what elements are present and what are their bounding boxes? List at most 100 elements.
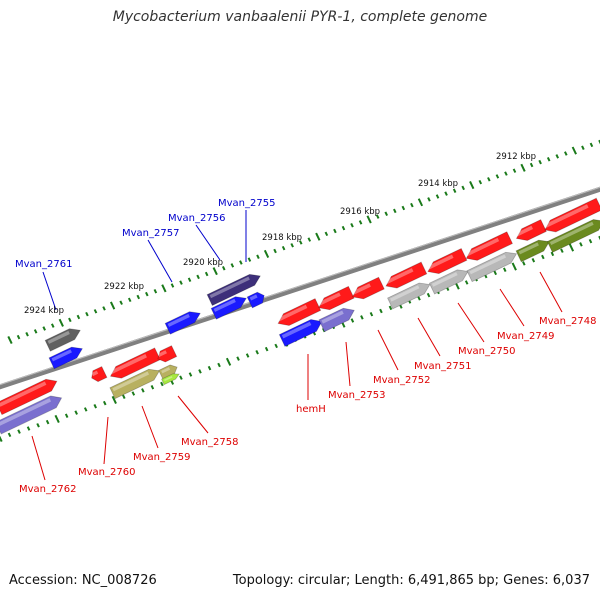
upper-minor-tick (538, 159, 542, 165)
gene-mvan-2758-label: Mvan_2758 (181, 437, 238, 448)
upper-minor-tick (119, 300, 123, 305)
upper-minor-tick (487, 177, 491, 182)
upper-major-tick (161, 284, 167, 293)
lower-minor-tick (179, 375, 183, 380)
gene-mvan-2758-sub-highlight (164, 375, 173, 382)
gene-mvan-2748-leader (539, 271, 563, 313)
upper-minor-tick (25, 332, 29, 337)
accession-text: Accession: NC_008726 (9, 573, 157, 588)
upper-minor-tick (281, 245, 286, 251)
gene-mvan-2762-arrow-highlight (0, 381, 47, 407)
kbp-marker-label: 2924 kbp (24, 306, 64, 316)
lower-minor-tick (493, 270, 498, 276)
kbp-marker-label: 2922 kbp (104, 282, 144, 292)
gene-mvan-2758-arrow (157, 345, 178, 363)
gene-mvan-2761-arrow (48, 346, 83, 370)
gene-mvan-2752-label: Mvan_2752 (373, 375, 430, 386)
upper-major-tick (571, 146, 577, 155)
gene-mvan-2761-label: Mvan_2761 (15, 259, 72, 270)
gene-mvan-2756-label: Mvan_2756 (168, 213, 225, 224)
gene-mvan-2759-arrow (109, 347, 161, 379)
lower-major-tick (568, 243, 575, 252)
gene-mvan-2748-block-highlight (518, 242, 539, 255)
lower-minor-tick (245, 353, 250, 358)
upper-minor-tick (42, 326, 46, 331)
lower-minor-tick (360, 315, 364, 320)
gene-mvan-2761-leader (42, 271, 57, 311)
upper-major-tick (7, 335, 13, 345)
gene-mvan-2748b-arrow-highlight (544, 204, 589, 228)
gene-mvan-2758-sub (161, 373, 180, 386)
gene-mvan-2748b-block (546, 219, 600, 253)
gene-mvan-2751-block-highlight (390, 285, 420, 302)
upper-minor-tick (384, 211, 388, 216)
upper-minor-tick (358, 220, 363, 225)
upper-major-tick (366, 215, 372, 224)
genome-summary-text: Topology: circular; Length: 6,491,865 bp… (232, 573, 590, 588)
gene-mvan-2753-arrow (318, 285, 355, 311)
lower-minor-tick (198, 369, 202, 374)
upper-major-tick (109, 301, 116, 310)
lower-minor-tick (502, 267, 507, 272)
backbone-band (0, 186, 600, 390)
lower-minor-tick (426, 292, 431, 298)
gene-mvan-2748-block (515, 239, 550, 263)
lower-minor-tick (417, 296, 421, 301)
lower-minor-tick (264, 346, 269, 352)
gene-mvan-2758-leader (177, 395, 209, 434)
lower-minor-tick (102, 400, 107, 406)
upper-minor-tick (273, 248, 277, 254)
lower-minor-tick (131, 391, 136, 396)
lower-major-tick (111, 395, 117, 404)
upper-minor-tick (341, 225, 346, 231)
lower-minor-tick (7, 432, 12, 438)
gene-mvan-2753-block-highlight (321, 310, 344, 324)
label-leader-lines (31, 210, 563, 481)
gene-mvan-2759-block-highlight (112, 371, 150, 392)
gene-mvan-2752-arrow (351, 276, 385, 300)
gene-mvan-2761-arrow-highlight (51, 349, 72, 362)
upper-minor-tick (93, 309, 98, 314)
upper-minor-tick (68, 317, 72, 323)
gene-mvan-2756-arrow (210, 296, 247, 320)
gene-mvan-2762-arrow (0, 378, 58, 416)
gene-mvan-2748-arrow-highlight (516, 225, 534, 237)
lower-minor-tick (217, 362, 221, 368)
upper-minor-tick (16, 334, 21, 340)
upper-minor-tick (461, 185, 465, 191)
lower-minor-tick (83, 407, 88, 412)
upper-major-tick (469, 181, 475, 190)
upper-minor-tick (375, 214, 380, 219)
upper-minor-tick (589, 142, 594, 148)
gene-mvan-2758-block (158, 364, 178, 380)
gene-mvan-2758-arrow-highlight (157, 350, 167, 357)
gene-mvan-2758-block-highlight (161, 367, 171, 374)
upper-minor-tick (427, 197, 431, 202)
lower-minor-tick (598, 235, 600, 241)
lower-minor-tick (464, 280, 469, 285)
upper-major-tick (263, 249, 270, 258)
upper-minor-tick (127, 297, 132, 303)
gene-mvan-2756-block (206, 273, 261, 307)
upper-minor-tick (239, 260, 243, 265)
lower-major-tick (511, 262, 517, 271)
lower-minor-tick (522, 261, 526, 266)
upper-minor-tick (187, 277, 192, 282)
upper-minor-tick (435, 194, 440, 199)
gene-mvan-2753-arrow-highlight (318, 292, 341, 306)
upper-minor-tick (504, 171, 508, 176)
lower-minor-tick (579, 242, 583, 247)
feature-labels: 2912 kbp 2914 kbp 2916 kbp 2918 kbp 2920 kbp… (15, 152, 596, 495)
upper-minor-tick (598, 139, 600, 145)
lower-minor-tick (141, 388, 145, 393)
gene-mvan-2762-block (0, 395, 63, 435)
gene-mvan-2751-arrow (385, 261, 428, 289)
upper-minor-tick (495, 174, 500, 179)
lower-major-tick (54, 414, 60, 423)
upper-minor-tick (145, 291, 149, 297)
gene-mvan-2748-label: Mvan_2748 (539, 316, 596, 327)
upper-minor-tick (33, 329, 38, 334)
gene-mvan-2760-arrow-highlight (91, 370, 99, 377)
lower-minor-tick (388, 305, 393, 311)
gene-mvan-2751-leader (417, 317, 441, 357)
